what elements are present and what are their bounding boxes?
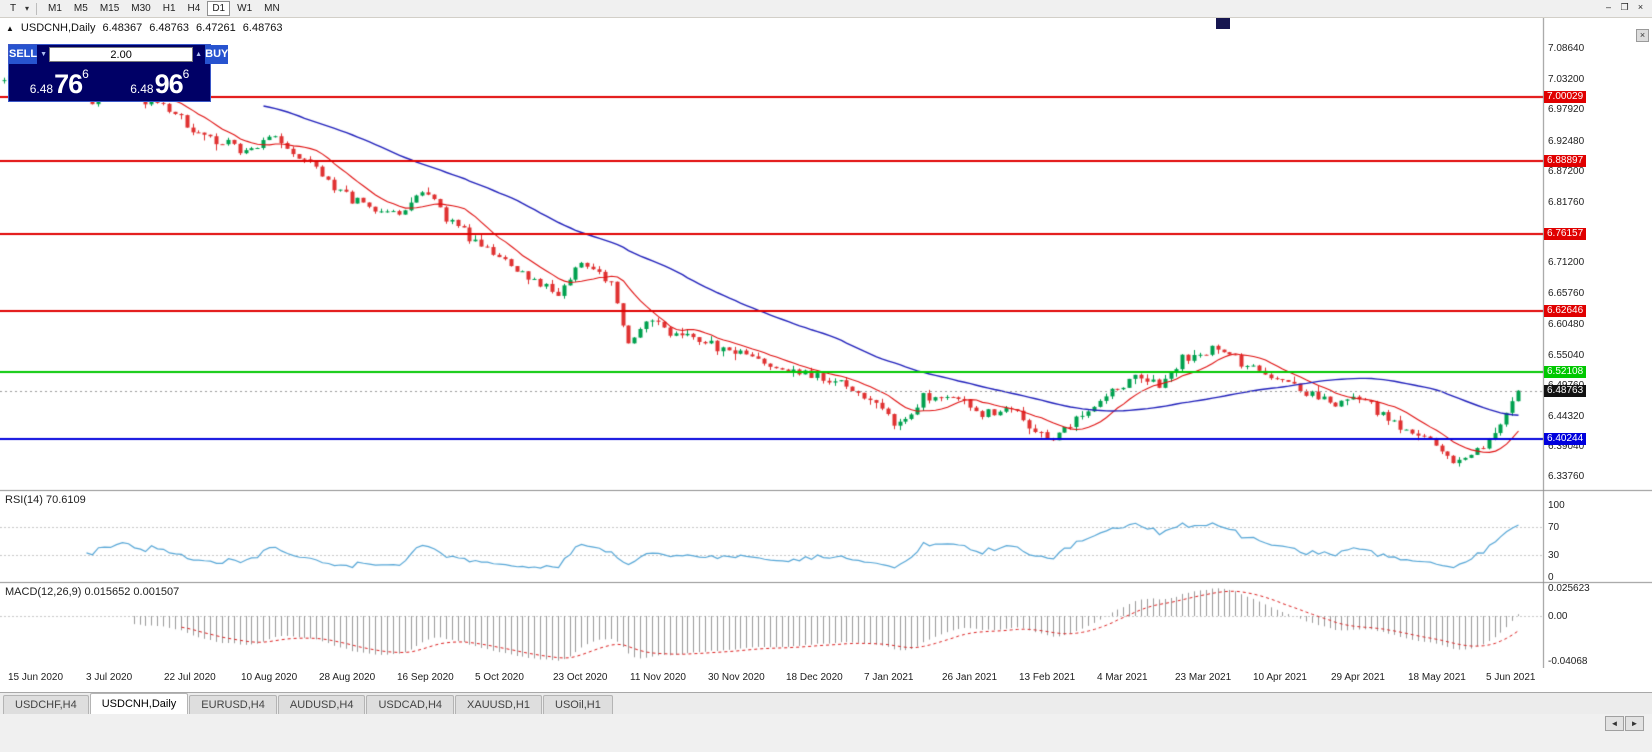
- tab-scroll-right-icon[interactable]: ►: [1625, 716, 1644, 731]
- template-button[interactable]: T: [9, 3, 17, 14]
- timeframe-button-d1[interactable]: D1: [207, 1, 231, 16]
- toolbar-fragment: [1216, 18, 1230, 29]
- volume-spinner: ▼ ▲: [37, 45, 205, 64]
- window-controls: – ❐ ×: [1602, 1, 1647, 14]
- buy-price[interactable]: 6.48 96 6: [110, 64, 211, 101]
- chart-tab-audusd-h4[interactable]: AUDUSD,H4: [277, 695, 366, 714]
- date-tick: 16 Sep 2020: [397, 672, 454, 683]
- timeframe-button-h1[interactable]: H1: [162, 3, 176, 14]
- date-tick: 5 Oct 2020: [475, 672, 524, 683]
- window-close-icon[interactable]: ×: [1637, 2, 1644, 12]
- volume-input[interactable]: [49, 47, 194, 62]
- timeframe-button-h4[interactable]: H4: [187, 3, 201, 14]
- date-tick: 18 Dec 2020: [786, 672, 843, 683]
- date-tick: 15 Jun 2020: [8, 672, 64, 683]
- date-tick: 22 Jul 2020: [164, 672, 216, 683]
- sell-price-big: 76: [54, 69, 83, 99]
- buy-price-big: 96: [154, 69, 184, 99]
- price-chart-canvas[interactable]: [0, 18, 1652, 668]
- buy-price-sup: 6: [182, 67, 190, 81]
- chart-close-button[interactable]: ×: [1636, 29, 1649, 42]
- date-tick: 11 Nov 2020: [630, 672, 686, 683]
- date-tick: 10 Apr 2021: [1253, 672, 1307, 683]
- toolbar-separator: [36, 2, 38, 15]
- tab-scroll-controls: ◄ ►: [1605, 716, 1644, 731]
- date-tick: 30 Nov 2020: [708, 672, 765, 683]
- volume-decrease-icon[interactable]: ▼: [40, 51, 48, 58]
- chart-tab-usoil-h1[interactable]: USOil,H1: [543, 695, 613, 714]
- chart-window: ▲ USDCNH,Daily 6.48367 6.48763 6.47261 6…: [0, 18, 1652, 692]
- timeframe-button-m5[interactable]: M5: [73, 3, 88, 14]
- sell-price[interactable]: 6.48 76 6: [9, 64, 110, 101]
- timeframe-button-mn[interactable]: MN: [264, 3, 280, 14]
- chart-tab-xauusd-h1[interactable]: XAUUSD,H1: [455, 695, 542, 714]
- chart-tab-usdchf-h4[interactable]: USDCHF,H4: [3, 695, 89, 714]
- date-tick: 29 Apr 2021: [1331, 672, 1385, 683]
- date-tick: 3 Jul 2020: [86, 672, 133, 683]
- chart-tab-eurusd-h4[interactable]: EURUSD,H4: [189, 695, 277, 714]
- chart-tab-usdcnh-daily[interactable]: USDCNH,Daily: [89, 693, 189, 714]
- chart-tab-bar: USDCHF,H4 USDCNH,Daily EURUSD,H4 AUDUSD,H4 U…: [0, 692, 1652, 714]
- one-click-trading-widget: SELL ▼ ▲ BUY 6.48 76 6 6.48 96 6: [8, 44, 229, 102]
- timeframe-button-m15[interactable]: M15: [99, 3, 120, 14]
- date-tick: 23 Oct 2020: [553, 672, 608, 683]
- date-tick: 18 May 2021: [1408, 672, 1466, 683]
- date-tick: 4 Mar 2021: [1097, 672, 1148, 683]
- template-caret-icon[interactable]: ▾: [25, 4, 30, 13]
- timeframe-button-m30[interactable]: M30: [131, 3, 151, 14]
- sell-price-prefix: 6.48: [29, 82, 54, 96]
- window-restore-icon[interactable]: ❐: [1620, 2, 1629, 12]
- window-minimize-icon[interactable]: –: [1605, 2, 1611, 12]
- chart-tab-usdcad-h4[interactable]: USDCAD,H4: [366, 695, 455, 714]
- sell-price-sup: 6: [82, 67, 89, 81]
- top-toolbar: T ▾ M1 M5 M15 M30 H1 H4 D1 W1 MN – ❐ ×: [0, 0, 1652, 18]
- tab-scroll-left-icon[interactable]: ◄: [1605, 716, 1624, 731]
- date-tick: 28 Aug 2020: [319, 672, 376, 683]
- date-tick: 5 Jun 2021: [1486, 672, 1536, 683]
- timeframe-button-w1[interactable]: W1: [237, 3, 253, 14]
- date-tick: 23 Mar 2021: [1175, 672, 1232, 683]
- buy-button[interactable]: BUY: [205, 45, 229, 64]
- timeframe-button-m1[interactable]: M1: [48, 3, 62, 14]
- volume-increase-icon[interactable]: ▲: [195, 51, 203, 58]
- date-tick: 13 Feb 2021: [1019, 672, 1076, 683]
- timeframe-group: M1 M5 M15 M30 H1 H4 D1 W1 MN: [42, 1, 286, 16]
- date-tick: 26 Jan 2021: [942, 672, 998, 683]
- sell-button[interactable]: SELL: [9, 45, 38, 64]
- buy-price-prefix: 6.48: [130, 82, 154, 96]
- date-tick: 10 Aug 2020: [241, 672, 298, 683]
- bottom-strip: ◄ ►: [0, 714, 1652, 752]
- date-tick: 7 Jan 2021: [864, 672, 914, 683]
